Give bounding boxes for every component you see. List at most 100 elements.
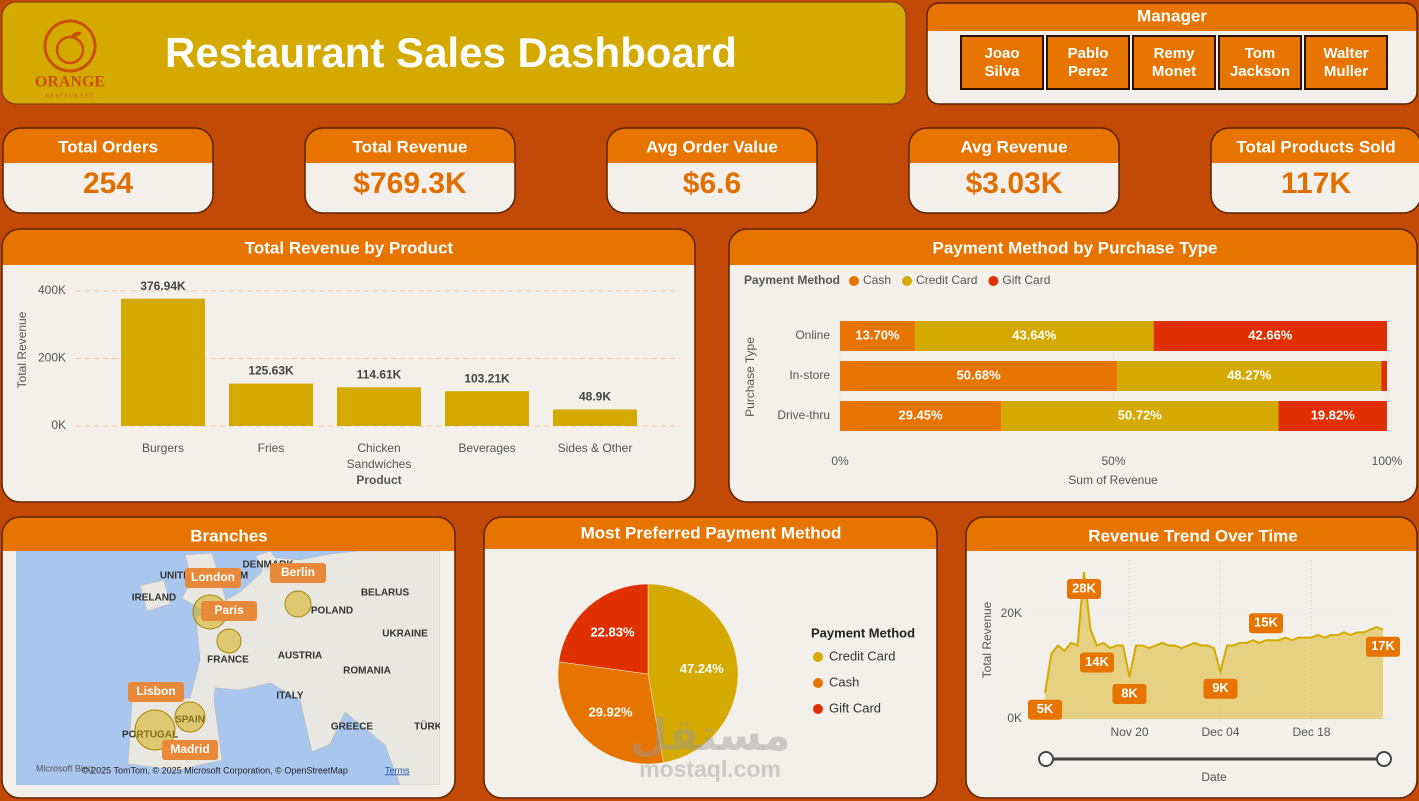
- bar: [337, 387, 421, 426]
- data-label-box: [1249, 613, 1283, 634]
- bar: [553, 409, 637, 426]
- data-label: 19.82%: [1311, 407, 1356, 422]
- line: [1044, 571, 1384, 693]
- country-label: ITALY: [276, 691, 304, 702]
- kpi-value: 117K: [1281, 167, 1351, 200]
- city-label: London: [191, 570, 235, 584]
- y-axis-label: Total Revenue: [15, 311, 29, 388]
- kpi-label: Total Products Sold: [1236, 137, 1395, 156]
- data-label: 50.68%: [957, 367, 1002, 382]
- header-panel: [1, 1, 907, 105]
- x-tick-label: Dec 18: [1292, 725, 1330, 739]
- country-label: AUSTRIA: [278, 651, 322, 662]
- y-tick-label: 400K: [38, 283, 66, 297]
- manager-button: [1132, 35, 1216, 90]
- watermark-arabic: مستقل: [630, 710, 791, 761]
- bar-segment: [840, 321, 915, 351]
- data-label: 42.66%: [1248, 327, 1293, 342]
- map-panel-border: [1, 516, 456, 799]
- kpi-card-border: [606, 127, 818, 214]
- country-label: BELARUS: [361, 588, 410, 599]
- bar-segment: [840, 401, 1002, 431]
- manager-name: Tom Jackson: [1230, 45, 1290, 80]
- manager-name: Pablo Perez: [1068, 45, 1109, 80]
- legend-label: Gift Card: [829, 700, 881, 715]
- kpi-value: $6.6: [683, 167, 741, 200]
- legend-marker: [813, 678, 823, 688]
- bar: [445, 391, 529, 426]
- data-label: 5K: [1037, 701, 1054, 716]
- manager-button: [960, 35, 1044, 90]
- logo-ring: [43, 19, 97, 73]
- y-axis-label: Total Revenue: [980, 601, 994, 678]
- legend-label: Gift Card: [1002, 273, 1050, 287]
- y-tick-label: Drive-thru: [777, 408, 830, 422]
- y-axis-label: Purchase Type: [743, 337, 757, 417]
- data-label: 22.83%: [590, 625, 635, 640]
- country-label: TÜRK: [414, 720, 443, 733]
- country-label: ROMANIA: [343, 666, 391, 677]
- kpi-card-border: [1210, 127, 1419, 214]
- logo-leaf: [70, 31, 82, 38]
- data-label: 48.27%: [1227, 367, 1272, 382]
- logo-subtext: RESTAURANT: [45, 93, 94, 99]
- kpi-value: 254: [83, 167, 133, 200]
- x-axis-label: Date: [1201, 770, 1227, 784]
- legend-marker: [902, 276, 913, 286]
- legend-title: Payment Method: [744, 273, 840, 287]
- manager-button: [1046, 35, 1130, 90]
- slider-handle[interactable]: [1038, 751, 1054, 767]
- country-label: IRELAND: [132, 593, 176, 604]
- city-box: [201, 601, 257, 621]
- x-tick-label: Chicken Sandwiches: [347, 441, 412, 471]
- data-label-box: [1203, 678, 1238, 699]
- manager-button: [1218, 35, 1302, 90]
- legend-label: Cash: [829, 674, 859, 689]
- bar-segment: [840, 361, 1118, 391]
- map-terms[interactable]: Terms: [385, 765, 410, 775]
- slider-handle[interactable]: [1376, 751, 1392, 767]
- bar: [229, 383, 313, 426]
- area-fill: [1045, 572, 1383, 719]
- x-tick-label: 100%: [1372, 454, 1403, 468]
- y-tick-label: 200K: [38, 351, 66, 365]
- pie-slice: [647, 583, 739, 763]
- data-label-box: [1080, 652, 1114, 673]
- legend-marker: [813, 652, 823, 662]
- data-label: 15K: [1254, 615, 1278, 630]
- x-tick-label: 50%: [1101, 454, 1125, 468]
- kpi-card-body: [305, 163, 515, 213]
- country-label: DENMARK: [242, 560, 294, 571]
- data-label: 9K: [1212, 680, 1229, 695]
- pie-slice: [558, 583, 649, 675]
- data-label: 50.72%: [1118, 407, 1163, 422]
- chart-panel-border: [483, 516, 938, 799]
- y-tick-label: Online: [795, 328, 830, 342]
- dashboard-title: Restaurant Sales Dashboard: [165, 29, 737, 76]
- pie-slice: [557, 661, 664, 765]
- bar-segment: [1001, 401, 1279, 431]
- data-label: 28K: [1072, 580, 1096, 595]
- kpi-label: Avg Order Value: [646, 137, 778, 156]
- x-tick-label: 0%: [831, 454, 849, 468]
- data-label: 29.45%: [898, 407, 943, 422]
- city-box: [270, 563, 326, 583]
- bar: [121, 298, 205, 426]
- data-label: 43.64%: [1012, 327, 1057, 342]
- city-box: [128, 682, 184, 702]
- x-tick-label: Nov 20: [1110, 725, 1148, 739]
- city-box: [185, 568, 241, 588]
- x-axis-label: Sum of Revenue: [1068, 473, 1158, 487]
- x-tick-label: Beverages: [458, 441, 515, 455]
- bar-segment: [1278, 401, 1387, 431]
- data-label: 125.63K: [248, 364, 294, 378]
- y-tick-label: 0K: [51, 418, 66, 432]
- kpi-card-border: [908, 127, 1120, 214]
- data-label: 29.92%: [588, 704, 633, 719]
- kpi-card-body: [3, 163, 213, 213]
- kpi-value: $3.03K: [966, 167, 1063, 200]
- country-label: UKRAINE: [382, 629, 428, 640]
- chart-panel-border: [1, 228, 696, 503]
- x-tick-label: Dec 04: [1201, 725, 1239, 739]
- chart-panel-body: [966, 551, 1417, 798]
